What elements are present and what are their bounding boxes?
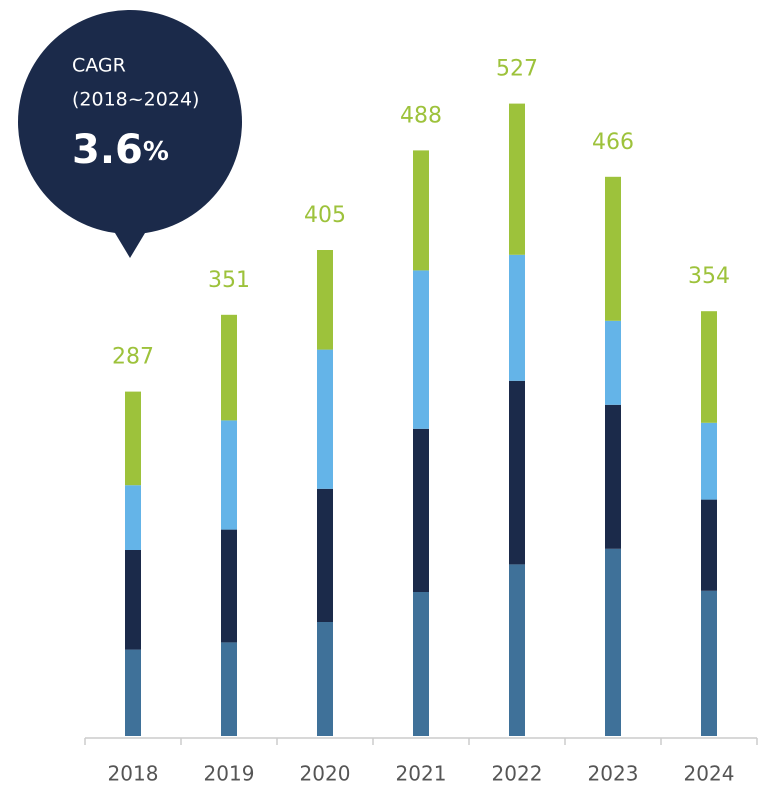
bar-segment	[605, 404, 621, 549]
bar-segment	[413, 150, 429, 271]
total-label: 488	[400, 103, 442, 128]
total-label: 405	[304, 203, 346, 228]
total-label: 354	[688, 264, 730, 289]
x-tick-label: 2019	[204, 762, 255, 786]
bubble-circle	[18, 10, 242, 234]
bar-segment	[509, 254, 525, 381]
cagr-bubble: CAGR (2018~2024) 3.6%	[18, 10, 242, 258]
bar-segment	[413, 270, 429, 429]
bar-segment	[509, 564, 525, 736]
x-tick-label: 2022	[492, 762, 543, 786]
cagr-number: 3.6	[72, 127, 143, 173]
bar-segment	[605, 548, 621, 736]
total-label: 287	[112, 345, 154, 370]
bar-segment	[125, 550, 141, 650]
bar-segment	[221, 529, 237, 643]
bar-segment	[125, 485, 141, 550]
bar-segment	[509, 380, 525, 565]
bar-segment	[125, 391, 141, 486]
bar-segment	[509, 103, 525, 255]
total-label: 351	[208, 268, 250, 293]
cagr-period: (2018~2024)	[72, 89, 199, 111]
cagr-value: 3.6%	[72, 127, 169, 173]
cagr-unit: %	[143, 137, 169, 167]
bar-segment	[317, 622, 333, 736]
cagr-label: CAGR	[72, 55, 126, 77]
bar-segment	[701, 422, 717, 500]
bar-segment	[413, 428, 429, 592]
bar-segment	[221, 314, 237, 421]
bubble-pointer	[112, 228, 148, 258]
x-tick-label: 2020	[300, 762, 351, 786]
x-tick-label: 2021	[396, 762, 447, 786]
bar-segment	[605, 320, 621, 405]
bar-segment	[701, 311, 717, 423]
bar-segment	[125, 649, 141, 736]
x-tick-label: 2024	[684, 762, 735, 786]
total-label: 466	[592, 130, 634, 155]
total-label: 527	[496, 57, 538, 82]
x-tick-label: 2023	[588, 762, 639, 786]
bar-segment	[221, 642, 237, 736]
bar-segment	[413, 592, 429, 736]
bar-segment	[317, 250, 333, 350]
bar-segment	[317, 488, 333, 622]
bar-segment	[701, 499, 717, 591]
bar-segment	[221, 420, 237, 530]
bar-segment	[605, 176, 621, 321]
x-tick-label: 2018	[108, 762, 159, 786]
bar-segment	[317, 349, 333, 489]
bar-segment	[701, 590, 717, 736]
